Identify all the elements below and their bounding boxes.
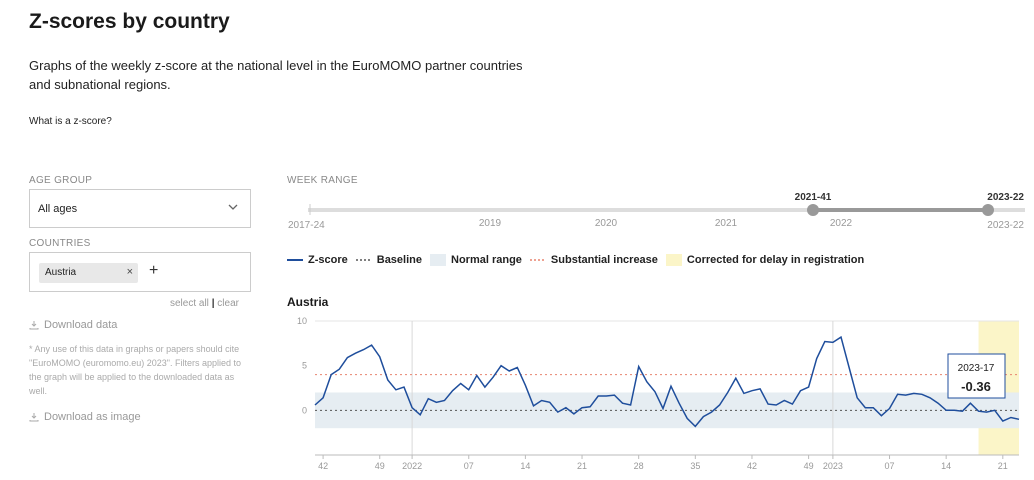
x-tick-label: 49 [375, 461, 385, 471]
select-all-link[interactable]: select all [170, 298, 209, 309]
country-chip: Austria × [39, 263, 138, 283]
download-data-button[interactable]: Download data [29, 319, 117, 331]
slider-active-range [813, 208, 988, 212]
chevron-down-icon [228, 204, 238, 210]
x-tick-label: 2022 [402, 461, 422, 471]
age-group-select[interactable]: All ages [29, 189, 251, 228]
x-tick-label: 07 [885, 461, 895, 471]
add-country-button[interactable]: + [149, 262, 159, 279]
legend-line-swatch [287, 259, 303, 261]
chart-legend: Z-score Baseline Normal range Substantia… [287, 254, 872, 266]
slider-year-label: 2022 [830, 218, 853, 229]
tooltip-box [947, 353, 1006, 399]
citation-note: * Any use of this data in graphs or pape… [29, 344, 241, 396]
x-tick-label: 14 [941, 461, 951, 471]
countries-select[interactable]: Austria × + [29, 252, 251, 292]
legend-corrected[interactable]: Corrected for delay in registration [665, 254, 865, 266]
country-chip-label: Austria [45, 267, 77, 278]
countries-label: COUNTRIES [29, 238, 91, 249]
slider-start-value: 2021-41 [795, 192, 832, 203]
separator: | [211, 298, 215, 309]
slider-min-label: 2017-24 [288, 220, 325, 231]
legend-baseline[interactable]: Baseline [355, 254, 422, 266]
x-tick-label: 28 [634, 461, 644, 471]
x-tick-label: 21 [577, 461, 587, 471]
week-range-slider: 2017-24 2019 2020 2021 2022 2023-22 2021… [288, 192, 1025, 231]
legend-dotted-swatch [355, 259, 372, 261]
selection-links: select all | clear [170, 298, 239, 309]
x-tick-label: 21 [998, 461, 1008, 471]
legend-zscore[interactable]: Z-score [287, 254, 348, 266]
remove-country-button[interactable]: × [126, 266, 133, 278]
tooltip-week: 2023-17 [958, 363, 995, 374]
slider-max-label: 2023-22 [987, 220, 1024, 231]
clear-link[interactable]: clear [217, 298, 239, 309]
x-tick-label: 42 [318, 461, 328, 471]
page-title: Z-scores by country [29, 10, 230, 33]
legend-dashed-swatch [529, 259, 546, 261]
slider-year-label: 2021 [715, 218, 738, 229]
age-group-value: All ages [38, 203, 78, 215]
zscore-line [314, 335, 1020, 428]
y-tick-label: 10 [297, 316, 307, 326]
x-tick-label: 42 [747, 461, 757, 471]
legend-substantial-label: Substantial increase [550, 254, 658, 266]
slider-track [308, 208, 1025, 212]
x-tick-label: 49 [804, 461, 814, 471]
chart-country-title: Austria [287, 295, 329, 309]
legend-normal-range-label: Normal range [451, 254, 522, 266]
slider-start-handle[interactable] [807, 204, 819, 216]
slider-year-label: 2019 [479, 218, 502, 229]
download-image-label: Download as image [44, 411, 141, 423]
legend-corrected-label: Corrected for delay in registration [686, 254, 865, 266]
x-tick-label: 2023 [823, 461, 843, 471]
y-tick-label: 5 [302, 361, 307, 371]
what-is-zscore-link[interactable]: What is a z-score? [29, 116, 112, 127]
slider-end-value: 2023-22 [987, 192, 1024, 203]
download-image-button[interactable]: Download as image [29, 411, 141, 423]
legend-band-swatch [430, 254, 446, 266]
age-group-label: AGE GROUP [29, 175, 93, 186]
legend-baseline-label: Baseline [376, 254, 422, 266]
slider-year-label: 2020 [595, 218, 618, 229]
week-range-label: WEEK RANGE [287, 175, 358, 186]
x-tick-labels: 42 49 2022 07 14 21 28 35 42 49 2023 07 14 21 [318, 455, 1008, 471]
legend-zscore-label: Z-score [308, 254, 348, 266]
tooltip: 2023-17 -0.36 [947, 353, 1006, 399]
x-tick-label: 14 [520, 461, 530, 471]
page-description: Graphs of the weekly z-score at the nati… [29, 58, 523, 92]
tooltip-value: -0.36 [961, 379, 991, 394]
download-data-label: Download data [44, 319, 118, 331]
download-icon [29, 321, 39, 330]
legend-normal-range[interactable]: Normal range [430, 254, 522, 266]
x-tick-label: 07 [464, 461, 474, 471]
x-tick-label: 35 [690, 461, 700, 471]
legend-substantial-increase[interactable]: Substantial increase [529, 254, 658, 266]
zscore-chart: 10 5 0 42 49 2022 07 14 21 28 35 42 49 2023 07 14 21 … [297, 316, 1020, 471]
y-tick-label: 0 [302, 405, 307, 415]
download-icon [29, 413, 39, 422]
legend-corrected-swatch [665, 254, 682, 266]
slider-end-handle[interactable] [982, 204, 994, 216]
